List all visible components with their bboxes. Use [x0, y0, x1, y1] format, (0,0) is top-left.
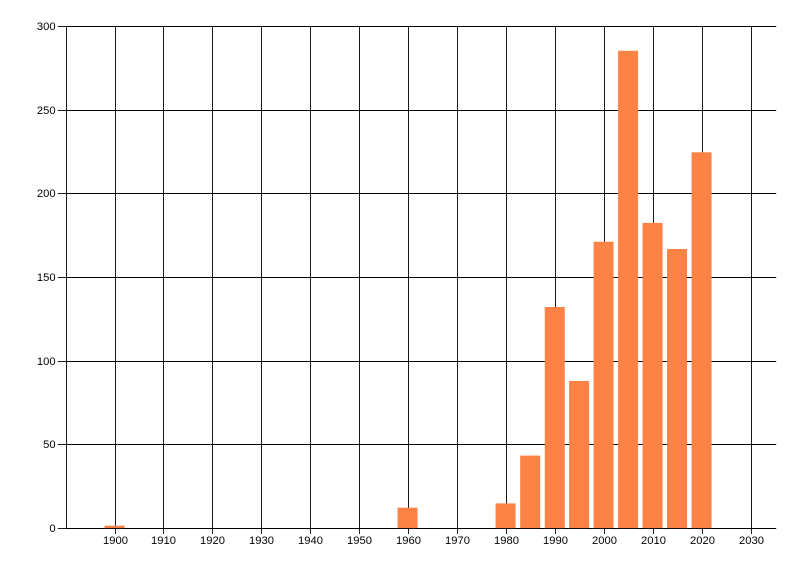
svg-text:100: 100 — [37, 356, 56, 368]
svg-text:1920: 1920 — [200, 535, 225, 547]
svg-text:1910: 1910 — [151, 535, 176, 547]
svg-text:2020: 2020 — [690, 535, 715, 547]
svg-text:250: 250 — [37, 105, 56, 117]
svg-text:1960: 1960 — [396, 535, 421, 547]
svg-text:1930: 1930 — [249, 535, 274, 547]
svg-text:1950: 1950 — [347, 535, 372, 547]
svg-text:150: 150 — [37, 272, 56, 284]
svg-text:1990: 1990 — [543, 535, 568, 547]
svg-text:2010: 2010 — [641, 535, 666, 547]
svg-text:50: 50 — [43, 439, 55, 451]
svg-text:1940: 1940 — [298, 535, 323, 547]
svg-text:1980: 1980 — [494, 535, 519, 547]
svg-text:1970: 1970 — [445, 535, 470, 547]
svg-text:2030: 2030 — [739, 535, 764, 547]
svg-text:0: 0 — [49, 523, 55, 535]
svg-text:300: 300 — [37, 21, 56, 33]
svg-text:2000: 2000 — [592, 535, 617, 547]
svg-text:1900: 1900 — [103, 535, 128, 547]
svg-text:200: 200 — [37, 188, 56, 200]
